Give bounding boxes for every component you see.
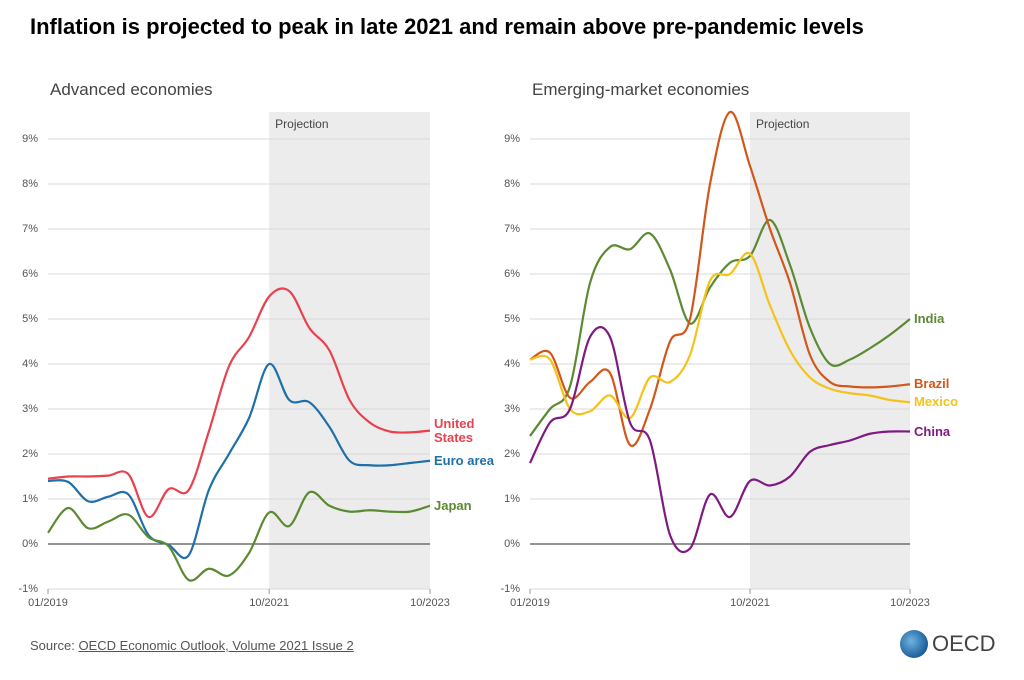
source-link[interactable]: OECD Economic Outlook, Volume 2021 Issue… [78, 638, 354, 653]
logo-globe [900, 630, 928, 658]
series-label: India [914, 311, 945, 326]
y-tick-label: 9% [22, 133, 38, 145]
panel-title: Emerging-market economies [532, 80, 750, 99]
series-line [529, 251, 911, 420]
y-tick-label: 7% [22, 223, 38, 235]
projection-label: Projection [275, 117, 328, 131]
y-tick-label: 4% [22, 358, 38, 370]
series-label: Japan [434, 497, 472, 513]
x-tick-label: 10/2021 [730, 597, 770, 609]
y-tick-label: 1% [504, 493, 520, 505]
projection-shade [750, 112, 910, 589]
page-title: Inflation is projected to peak in late 2… [30, 14, 864, 39]
projection-shade [269, 112, 430, 589]
y-tick-label: 5% [504, 313, 520, 325]
y-tick-label: 0% [504, 538, 520, 550]
y-tick-label: -1% [18, 583, 38, 595]
series-label: China [914, 423, 951, 439]
y-tick-label: 6% [22, 268, 38, 280]
y-tick-label: 4% [504, 358, 520, 370]
series-label: Mexico [914, 394, 959, 410]
y-tick-label: 6% [504, 268, 520, 280]
series-label: United States [434, 415, 475, 445]
y-tick-label: 7% [504, 223, 520, 235]
series-line [529, 110, 911, 447]
y-tick-label: 8% [504, 178, 520, 190]
source-prefix: Source: [30, 638, 75, 653]
y-tick-label: 1% [22, 493, 38, 505]
y-tick-label: 8% [22, 178, 38, 190]
series-line [529, 326, 911, 554]
x-tick-label: 01/2019 [510, 597, 550, 609]
x-tick-label: 10/2023 [890, 597, 930, 609]
series-line [47, 362, 431, 560]
y-tick-label: -1% [500, 583, 520, 595]
logo-text: OECD [932, 631, 996, 656]
y-tick-label: 2% [504, 448, 520, 460]
x-tick-label: 10/2023 [410, 597, 450, 609]
series-label: Euro area [434, 452, 494, 468]
projection-label: Projection [756, 117, 809, 131]
logo: OECD [900, 630, 996, 658]
y-tick-label: 2% [22, 448, 38, 460]
series-line [529, 218, 911, 437]
panel-title: Advanced economies [50, 80, 213, 99]
series-label: Brazil [914, 376, 950, 392]
y-tick-label: 0% [22, 538, 38, 550]
y-tick-label: 3% [22, 403, 38, 415]
x-tick-label: 10/2021 [249, 597, 289, 609]
x-tick-label: 01/2019 [28, 597, 68, 609]
y-tick-label: 3% [504, 403, 520, 415]
y-tick-label: 9% [504, 133, 520, 145]
series-line [47, 287, 431, 519]
series-line [47, 490, 431, 582]
source: Source: OECD Economic Outlook, Volume 20… [30, 638, 354, 653]
y-tick-label: 5% [22, 313, 38, 325]
